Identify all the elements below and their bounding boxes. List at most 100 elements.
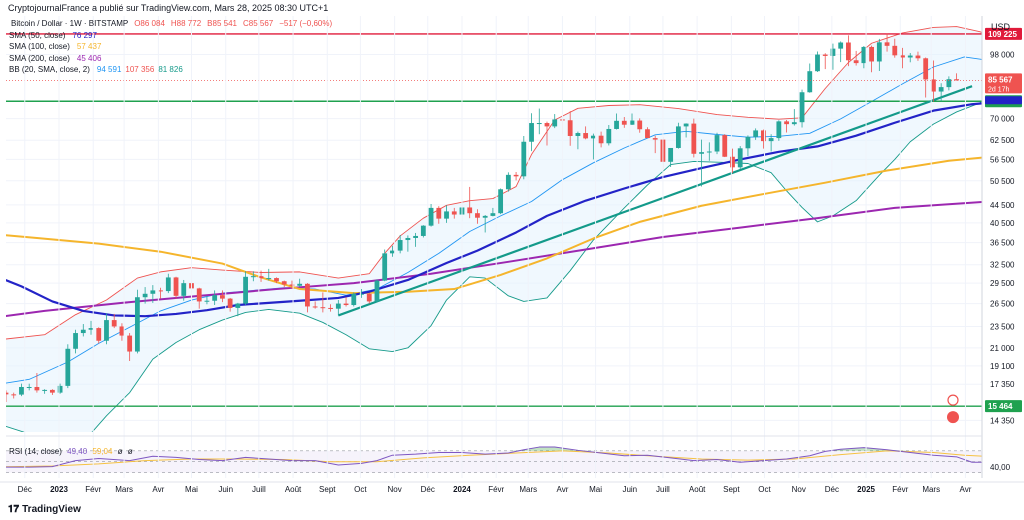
candle-body <box>652 138 658 140</box>
open-value: O86 084 <box>134 19 165 28</box>
candle-body <box>343 303 349 306</box>
candle <box>699 139 704 187</box>
candle-body <box>490 213 496 216</box>
candle-body <box>320 307 326 309</box>
bb-band-fill <box>6 26 982 432</box>
time-tick-label: Avr <box>557 485 569 494</box>
price-tick-label: 14 350 <box>990 416 1015 425</box>
candle-body <box>80 329 86 334</box>
candle-body <box>938 87 944 92</box>
rsi-legend[interactable]: RSI (14, close) 49,40 59,04 ø ø <box>9 447 133 456</box>
price-tick-label: 44 500 <box>990 201 1015 210</box>
symbol-ohlc-row[interactable]: Bitcoin / Dollar · 1W · BITSTAMP O86 084… <box>9 18 332 30</box>
candle-body <box>374 280 380 302</box>
candle <box>181 279 187 301</box>
candle-body <box>274 278 279 282</box>
candle <box>900 47 905 69</box>
candle <box>142 287 148 304</box>
candle-body <box>173 277 179 296</box>
candle <box>838 41 844 63</box>
sma200-legend[interactable]: SMA (200, close) 45 406 <box>9 53 332 65</box>
candle <box>513 171 519 181</box>
candle-body <box>954 79 960 81</box>
candle <box>127 333 133 362</box>
candle <box>351 292 357 307</box>
candle-body <box>637 120 643 130</box>
flash-event-icon <box>947 394 959 406</box>
candle <box>343 297 349 307</box>
time-tick-label: Sept <box>723 485 740 494</box>
candle-body <box>753 130 759 137</box>
price-tick-label: 29 500 <box>990 279 1015 288</box>
bb-lower-line <box>6 100 982 432</box>
candle-body <box>946 79 952 88</box>
candle-body <box>691 123 697 154</box>
candle <box>668 147 674 167</box>
sma100-legend[interactable]: SMA (100, close) 57 437 <box>9 41 332 53</box>
price-tick-label: 40 500 <box>990 219 1015 228</box>
brand-name: TradingView <box>22 504 81 515</box>
sma50-legend[interactable]: SMA (50, close) 76 297 <box>9 30 332 42</box>
price-tick-label: 17 350 <box>990 380 1015 389</box>
time-tick-label: Nov <box>792 485 806 494</box>
publish-caption: CryptojournalFrance a publié sur Trading… <box>8 3 329 13</box>
candle <box>799 89 805 128</box>
rsi-ma-value: 59,04 <box>92 447 113 456</box>
candle <box>436 206 442 224</box>
candle-body <box>405 237 411 241</box>
candle-body <box>397 240 403 251</box>
candle <box>57 383 63 394</box>
sma100-line <box>6 156 982 295</box>
time-tick-label: Nov <box>388 485 402 494</box>
time-tick-label: Juill <box>252 485 266 494</box>
close-value: C85 567 <box>242 19 274 28</box>
candle <box>869 45 874 73</box>
bb-legend[interactable]: BB (20, SMA, close, 2) 94 591 107 356 81… <box>9 64 332 76</box>
candle-body <box>567 120 573 136</box>
bb-basis-line <box>6 56 982 384</box>
candle <box>637 118 643 133</box>
candle <box>196 287 202 309</box>
price-tick-label: 50 500 <box>990 177 1015 186</box>
candle-body <box>645 129 650 139</box>
time-tick-label: Févr <box>488 485 504 494</box>
candle-body <box>745 136 751 149</box>
candle <box>536 108 542 135</box>
level-badge: 15 464 <box>988 402 1013 411</box>
candle-body <box>606 128 612 144</box>
candle <box>745 135 751 157</box>
candle-body <box>706 151 712 153</box>
candle <box>938 83 944 102</box>
candle <box>250 271 256 282</box>
currency-unit[interactable]: USD <box>991 22 1011 32</box>
time-tick-label: Déc <box>825 485 839 494</box>
candle <box>760 129 766 149</box>
countdown-label: 2d 17h <box>988 86 1010 93</box>
candle <box>88 320 94 335</box>
candle <box>227 297 233 312</box>
candle-body <box>621 120 627 125</box>
candle-body <box>127 335 133 352</box>
candle <box>753 128 759 140</box>
candle <box>374 279 380 303</box>
candle <box>876 38 882 71</box>
candle-body <box>150 290 156 294</box>
time-tick-label: Févr <box>892 485 908 494</box>
candle <box>552 114 558 129</box>
candle-body <box>134 297 140 352</box>
candle <box>490 207 496 217</box>
candle <box>931 60 936 102</box>
candle <box>266 268 272 281</box>
candle <box>567 111 573 146</box>
tradingview-brand[interactable]: 𝟏𝟕 TradingView <box>8 504 81 515</box>
sma200-label: SMA (200, close) <box>9 53 70 63</box>
candle-body <box>807 71 813 93</box>
candle-body <box>243 276 248 304</box>
candle-body <box>699 152 704 154</box>
candle <box>498 188 504 215</box>
price-tick-label: 36 500 <box>990 239 1015 248</box>
candle-body <box>675 126 681 148</box>
change-value: −517 (−0,60%) <box>279 19 333 28</box>
candle <box>737 146 743 170</box>
